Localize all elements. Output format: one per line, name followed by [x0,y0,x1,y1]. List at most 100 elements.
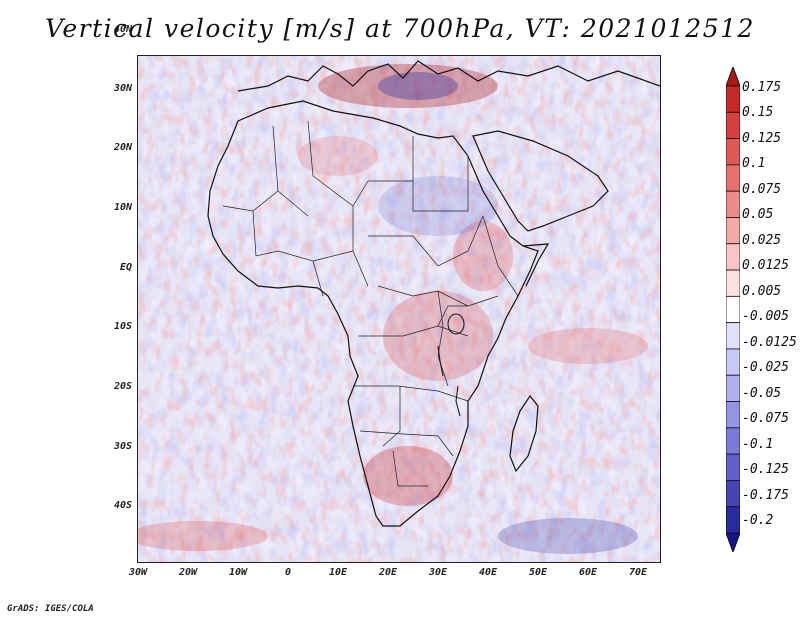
highlight-mediterranean [318,64,498,108]
colorbar-box [726,269,740,297]
colorbar-label: -0.025 [742,360,789,375]
border-line [437,295,499,327]
colorbar-box [726,217,740,245]
colorbar-label: 0.005 [742,284,782,299]
arabian-peninsula-coastline [472,130,609,232]
border-line [312,260,324,297]
field-highlights [138,64,648,554]
border-line [368,215,484,267]
colorbar-box [726,374,740,402]
lat-label-10s: 10S [113,321,132,332]
lon-label-50e: 50E [528,567,548,578]
border-line [412,156,469,212]
colorbar-box [726,322,740,350]
lake-tanganyika [437,345,444,377]
border-line [382,386,401,447]
coastlines [207,60,660,527]
lat-label-30n: 30N [113,83,132,94]
lake-victoria [447,313,465,335]
border-line [482,215,519,297]
lon-label-30e: 30E [428,567,448,578]
highlight-sahara [298,136,378,176]
colorbar-box [726,506,740,534]
lon-label-20w: 20W [178,567,198,578]
lon-label-30w: 30W [128,567,148,578]
colorbar-box [726,480,740,508]
colorbar-label: 0.0125 [742,258,789,273]
border-line [359,430,454,457]
lat-label-eq: EQ [119,262,132,273]
colorbar-boxes [726,85,740,534]
border-line [252,210,354,262]
highlight-indian-ocean [528,328,648,364]
colorbar-label: -0.005 [742,309,789,324]
highlight-southern-ocean [498,518,638,554]
colorbar-label: 0.075 [742,182,782,197]
highlight-ethiopia [453,221,513,291]
border-line [353,385,469,402]
madagascar-coastline [509,394,539,473]
europe-coastline [237,60,660,92]
map-area [137,55,661,563]
colorbar-box [726,164,740,192]
colorbar-label: -0.1 [742,437,774,452]
field-ascent-texture [138,56,660,562]
colorbar-label: 0.05 [742,207,774,222]
lakes [437,313,465,417]
lon-label-20e: 20E [378,567,398,578]
colorbar-box [726,348,740,376]
highlight-south-africa [363,446,453,506]
colorbar-box [726,85,740,113]
colorbar-label: 0.125 [742,131,782,146]
lon-label-60e: 60E [578,567,598,578]
highlight-central-africa [383,291,493,381]
colorbar-box [726,111,740,139]
highlight-aegean [378,72,458,100]
lat-label-40s: 40S [113,500,132,511]
colorbar-top-arrow [726,67,740,87]
colorbar-label: -0.05 [742,386,782,401]
colorbar-label: -0.125 [742,462,789,477]
colorbar-label: -0.175 [742,488,789,503]
lat-label-20s: 20S [113,381,132,392]
border-line [307,120,369,207]
lat-label-10n: 10N [113,202,132,213]
credit-text: GrADS: IGES/COLA [7,604,94,614]
country-borders [222,120,519,487]
colorbar-label: 0.025 [742,233,782,248]
border-line [392,450,428,487]
colorbar-label: -0.2 [742,513,774,528]
horn-of-africa-coastline [522,243,550,287]
colorbar-box [726,453,740,481]
colorbar-box [726,401,740,429]
colorbar-label: 0.175 [742,80,782,95]
colorbar-label: -0.075 [742,411,789,426]
colorbar-box [726,295,740,324]
colorbar-box [726,427,740,455]
colorbar-box [726,190,740,218]
colorbar-box [726,243,740,271]
lon-label-0: 0 [284,567,292,578]
lon-label-40e: 40E [478,567,498,578]
lon-label-10w: 10W [228,567,248,578]
map-title: Vertical velocity [m/s] at 700hPa, VT: 2… [45,14,755,43]
map-svg [138,56,660,562]
lat-label-40n: 40N [113,24,132,35]
colorbar-bottom-arrow [726,532,740,552]
colorbar-label: -0.0125 [742,335,797,350]
lon-label-70e: 70E [628,567,648,578]
lat-label-30s: 30S [113,441,132,452]
border-line [377,285,469,307]
border-line [352,206,369,287]
colorbar-box [726,138,740,166]
colorbar-label: 0.1 [742,156,766,171]
colorbar [726,67,740,552]
lat-label-20n: 20N [113,142,132,153]
colorbar-label: 0.15 [742,105,774,120]
border-line [437,290,449,387]
highlight-south-atlantic [138,521,268,551]
lon-label-10e: 10E [328,567,348,578]
border-line [358,325,469,337]
lake-malawi [455,385,461,417]
africa-coastline [207,100,539,527]
